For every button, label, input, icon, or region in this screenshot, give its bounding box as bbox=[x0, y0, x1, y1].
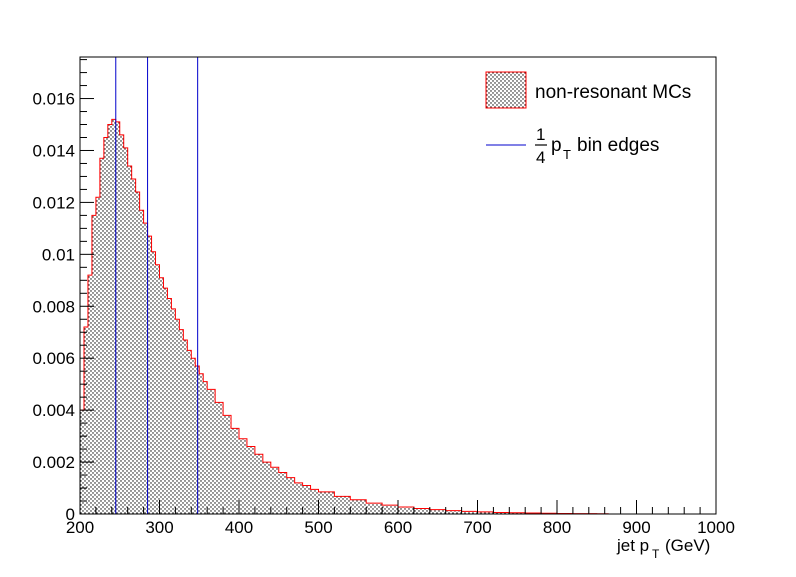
y-tick-label: 0.014 bbox=[32, 141, 75, 160]
x-tick-label: 900 bbox=[622, 518, 650, 537]
x-axis-label: jet p bbox=[616, 536, 649, 555]
x-tick-label: 600 bbox=[384, 518, 412, 537]
x-axis-label-unit: (GeV) bbox=[665, 536, 710, 555]
x-tick-label: 300 bbox=[145, 518, 173, 537]
y-tick-label: 0.006 bbox=[32, 349, 75, 368]
legend: non-resonant MCs 1 4 p T bin edges bbox=[485, 71, 691, 167]
x-axis-label-subscript: T bbox=[652, 547, 660, 561]
legend-label-bin-edges: bin edges bbox=[577, 135, 659, 156]
y-tick-label: 0.012 bbox=[32, 193, 75, 212]
y-tick-label: 0.002 bbox=[32, 453, 75, 472]
legend-subscript-t: T bbox=[563, 147, 571, 162]
plot-layer bbox=[79, 57, 609, 515]
legend-symbol-p: p bbox=[551, 135, 562, 156]
y-tick-label: 0.01 bbox=[42, 245, 75, 264]
legend-label-non-resonant: non-resonant MCs bbox=[535, 82, 691, 103]
legend-swatch-non-resonant bbox=[485, 71, 527, 109]
y-tick-label: 0 bbox=[66, 505, 75, 524]
x-tick-label: 700 bbox=[463, 518, 491, 537]
legend-fraction-denominator: 4 bbox=[536, 148, 545, 167]
x-tick-label: 800 bbox=[543, 518, 571, 537]
y-tick-label: 0.004 bbox=[32, 401, 75, 420]
x-tick-label: 500 bbox=[304, 518, 332, 537]
x-tick-label: 200 bbox=[66, 518, 94, 537]
y-tick-label: 0.016 bbox=[32, 90, 75, 109]
histogram-fill bbox=[80, 119, 609, 515]
legend-fraction-numerator: 1 bbox=[536, 125, 545, 144]
x-tick-label: 1000 bbox=[697, 518, 735, 537]
axes-layer: 200 300 400 500 600 700 800 900 1000 0 0.002 0.004 0… bbox=[32, 56, 735, 561]
x-tick-label: 400 bbox=[225, 518, 253, 537]
y-tick-label: 0.008 bbox=[32, 297, 75, 316]
